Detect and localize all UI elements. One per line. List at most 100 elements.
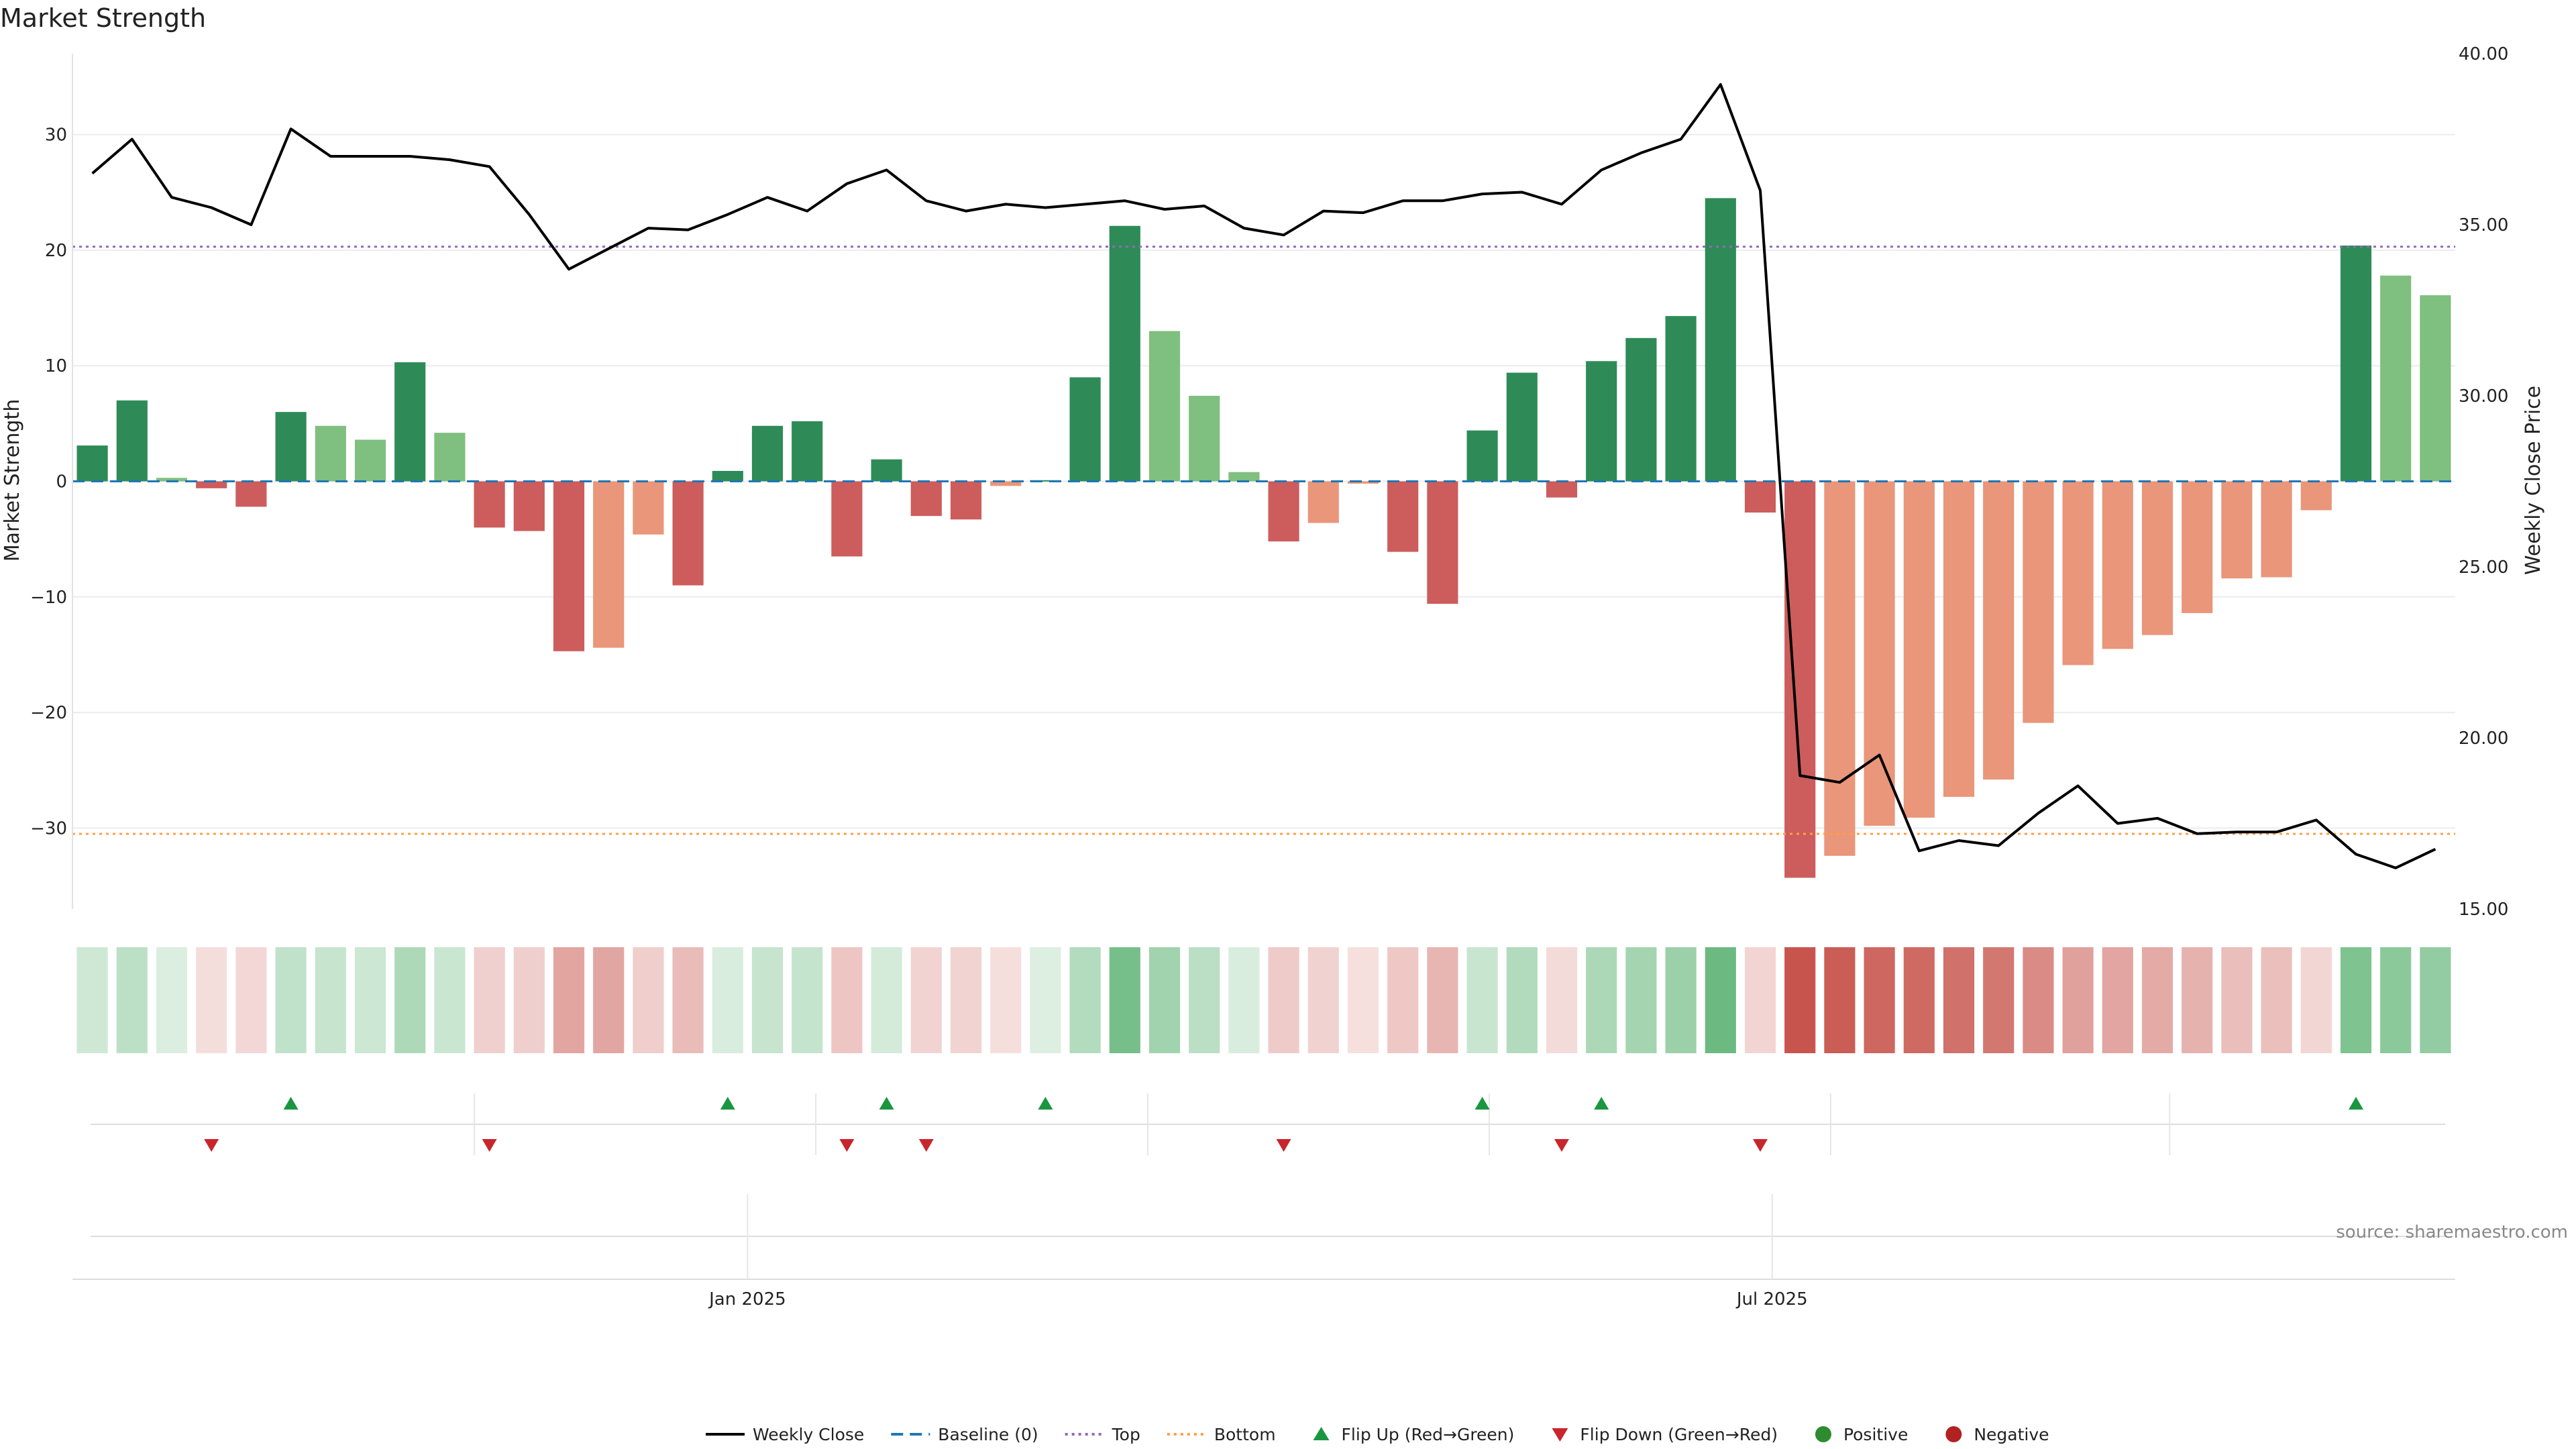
flip-down-marker [482, 1139, 497, 1152]
legend-label: Positive [1843, 1425, 1908, 1444]
strength-bar [2261, 481, 2292, 578]
y2-tick-label: 20.00 [2459, 729, 2508, 749]
x-tick-label: Jul 2025 [1735, 1289, 1808, 1309]
strength-bar [633, 481, 664, 535]
strength-bar [1903, 481, 1935, 818]
legend-label: Baseline (0) [938, 1425, 1038, 1444]
heat-cell [2380, 947, 2412, 1053]
heat-cell [1148, 947, 1181, 1053]
flip-up-marker [283, 1097, 299, 1110]
strength-bar [1784, 481, 1816, 878]
legend-item: Flip Down (Green→Red) [1552, 1425, 1778, 1444]
strength-bar [1189, 396, 1220, 482]
y-tick-label: 20 [45, 241, 67, 261]
heat-cell [2102, 947, 2133, 1053]
legend-item: Flip Up (Red→Green) [1313, 1425, 1514, 1444]
heat-cell [1268, 947, 1299, 1053]
flip-up-marker [2349, 1097, 2363, 1110]
strength-bar [910, 481, 942, 517]
heat-cell [196, 947, 227, 1053]
legend-label: Weekly Close [753, 1425, 864, 1444]
strength-bar [513, 481, 545, 531]
strength-bar [474, 481, 505, 528]
heat-strip [76, 947, 2451, 1053]
strength-bar [1347, 481, 1379, 484]
legend-label: Negative [1974, 1425, 2049, 1444]
strength-bar [1546, 481, 1578, 498]
strength-bar [2102, 481, 2133, 649]
heat-cell [434, 947, 466, 1053]
legend-item: Positive [1815, 1425, 1908, 1444]
strength-bar [2141, 481, 2174, 635]
heat-cell [1586, 947, 1617, 1053]
y-tick-label: −20 [30, 703, 67, 723]
strength-bar [593, 481, 625, 648]
heat-cell [513, 947, 545, 1053]
heat-cell [1903, 947, 1935, 1053]
strength-bar [1744, 481, 1776, 513]
flip-up-marker [1038, 1097, 1053, 1110]
strength-bar [1030, 480, 1061, 482]
strength-bar [1307, 481, 1339, 523]
heat-cell [315, 947, 346, 1053]
y2-tick-label: 40.00 [2459, 44, 2508, 64]
strength-bar [1983, 481, 2015, 780]
heat-cell [1665, 947, 1697, 1053]
flip-down-marker [839, 1139, 855, 1152]
heat-cell [1387, 947, 1419, 1053]
y-tick-label: 10 [45, 356, 67, 376]
heat-cell [2062, 947, 2094, 1053]
flip-down-marker [1753, 1139, 1768, 1152]
legend: Weekly Close Baseline (0) Top Bottom Flip Up… [706, 1425, 2049, 1444]
heat-cell [1983, 947, 2015, 1053]
heat-cell [2141, 947, 2174, 1053]
flip-down-marker [204, 1139, 219, 1152]
strength-bar [2300, 481, 2332, 511]
legend-label: Top [1112, 1425, 1140, 1444]
heat-cell [354, 947, 386, 1053]
heat-cell [2023, 947, 2054, 1053]
strength-bar [553, 481, 585, 651]
heat-cell [910, 947, 942, 1053]
flip-up-marker [1594, 1097, 1609, 1110]
flip-up-marker [1474, 1097, 1490, 1110]
strength-bar [2182, 481, 2213, 613]
heat-cell [1546, 947, 1578, 1053]
heat-cell [76, 947, 108, 1053]
heat-cell [1347, 947, 1379, 1053]
strength-bar [751, 425, 784, 482]
heat-cell [1784, 947, 1816, 1053]
legend-item: Weekly Close [706, 1425, 864, 1444]
strength-bar [2380, 275, 2412, 482]
heat-cell [2221, 947, 2253, 1053]
strength-bar [990, 481, 1022, 486]
heat-cell [2340, 947, 2372, 1053]
strength-bar [1864, 481, 1895, 826]
strength-bar [1427, 481, 1458, 604]
heat-cell [871, 947, 902, 1053]
heat-cell [1705, 947, 1736, 1053]
heat-cell [672, 947, 704, 1053]
y-tick-label: 0 [56, 472, 67, 492]
strength-bar [394, 362, 426, 482]
heat-cell [1466, 947, 1498, 1053]
heat-cell [1943, 947, 1975, 1053]
strength-bar [354, 439, 386, 482]
y2-tick-label: 25.00 [2459, 557, 2508, 578]
strength-bar [1387, 481, 1419, 552]
strength-bar [2023, 481, 2054, 723]
heat-cell [1744, 947, 1776, 1053]
heat-cell [1189, 947, 1220, 1053]
heat-cell [1625, 947, 1657, 1053]
strength-bar [1943, 481, 1975, 797]
strength-bar [831, 481, 863, 557]
strength-bar [235, 481, 267, 507]
heat-cell [1228, 947, 1260, 1053]
strength-bar [950, 481, 982, 520]
strength-bar [2221, 481, 2253, 579]
flip-up-marker [879, 1097, 894, 1110]
strength-bar [76, 445, 108, 482]
weekly-close-series [91, 83, 2436, 869]
strength-bar [156, 478, 188, 482]
y-tick-label: 30 [45, 125, 67, 146]
